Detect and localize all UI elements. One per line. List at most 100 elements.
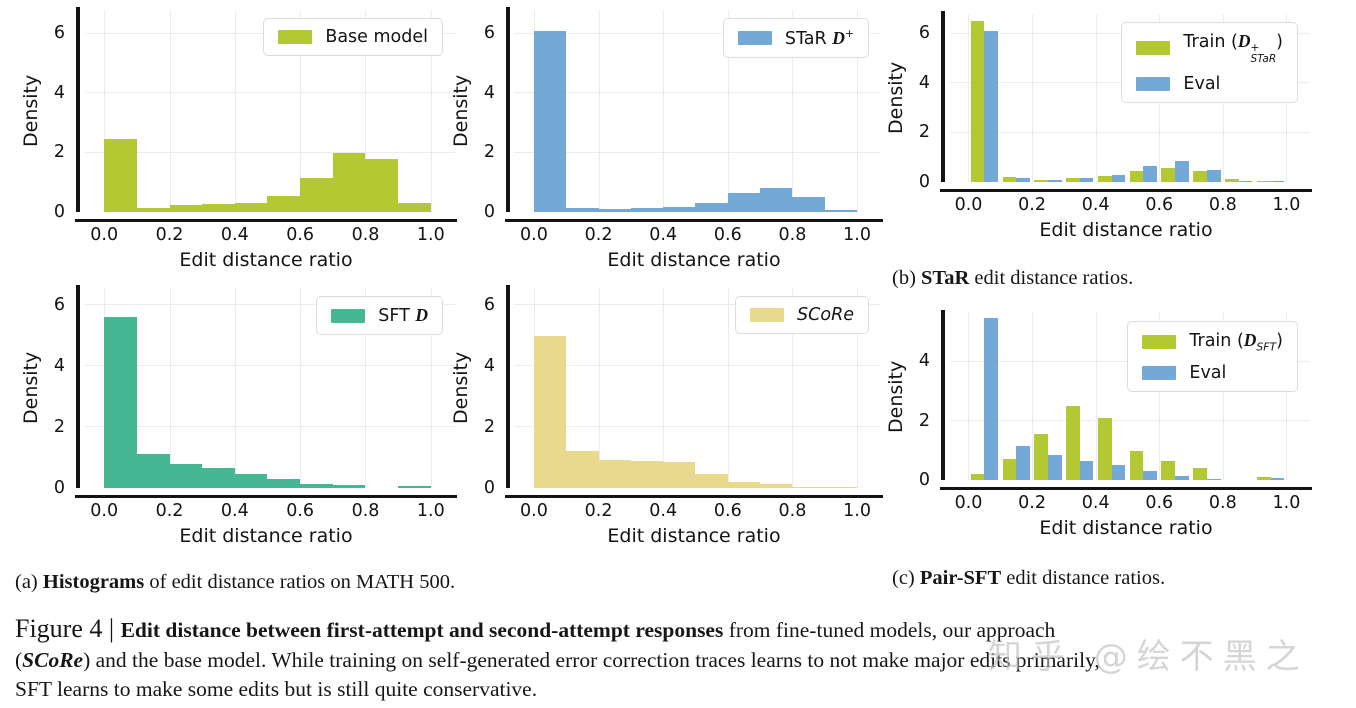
gridline-vertical	[1095, 313, 1097, 480]
legend-entry: Eval	[1136, 74, 1283, 94]
gridline-vertical	[968, 313, 970, 480]
hist-bin	[1064, 313, 1096, 480]
y-axis-spine	[941, 11, 945, 182]
y-tick-label: 6	[483, 23, 495, 44]
gridline-vertical	[430, 10, 432, 212]
hist-bar-eval	[1206, 169, 1221, 182]
y-tick-label: 0	[53, 201, 65, 222]
hist-bar-score	[533, 335, 567, 488]
hist-bar-train-sft	[1193, 468, 1207, 480]
y-tick-label: 6	[53, 294, 65, 315]
hist-bar-train-star	[1225, 179, 1239, 182]
hist-bin	[792, 10, 825, 212]
hist-bin	[533, 288, 567, 488]
y-tick-label: 6	[53, 23, 65, 44]
hist-bar-eval	[1111, 174, 1126, 182]
gridline-horizontal	[949, 420, 1310, 421]
hist-bar-eval	[1047, 454, 1062, 480]
hist-bin	[1032, 14, 1064, 182]
x-tick-label: 1.0	[1272, 195, 1301, 215]
legend-label: STaR D+	[785, 27, 854, 49]
hist-bin	[663, 288, 696, 488]
gridline-vertical	[234, 10, 236, 212]
legend-swatch	[1142, 365, 1177, 380]
x-tick-label: 0.0	[954, 195, 983, 215]
legend-label: Train (D + STaR)	[1183, 31, 1283, 65]
hist-bar-star-d-	[695, 203, 728, 212]
chart-base-model: Density Edit distance ratio 0 2 4 6 0.0 0.2 0.…	[20, 7, 457, 271]
hist-bin	[332, 288, 366, 488]
math-supsub: + STaR	[1250, 41, 1277, 65]
x-tick-label: 0.0	[90, 501, 119, 521]
legend-label: SCoRe	[797, 305, 854, 325]
bars-container	[104, 10, 431, 212]
figure-caption-line: SFT learns to make some edits but is sti…	[15, 675, 1350, 705]
y-tick-label: 2	[53, 416, 65, 437]
text-segment: Histograms	[42, 571, 145, 593]
y-tick-label: 4	[918, 351, 930, 372]
hist-bar-score	[630, 461, 664, 488]
hist-bin	[1096, 14, 1128, 182]
hist-bar-base-model	[202, 203, 235, 212]
x-tick-label: 0.4	[220, 225, 249, 245]
text-segment: SFT	[1256, 340, 1277, 354]
x-tick-label: 0.0	[520, 501, 548, 521]
hist-bin	[365, 10, 399, 212]
x-tick-label: 0.6	[1145, 195, 1174, 215]
gridline-horizontal	[514, 365, 881, 367]
gridline-horizontal	[84, 92, 455, 94]
y-tick-label: 4	[483, 355, 495, 376]
hist-bin	[300, 288, 333, 488]
chart-sft-d: Density Edit distance ratio 0 2 4 6 0.0 0.2 0.…	[20, 285, 457, 547]
y-axis-label: Density	[885, 61, 907, 135]
bars-container	[104, 288, 431, 488]
gridline-vertical	[968, 14, 970, 182]
hist-bar-train-star	[1066, 178, 1080, 182]
y-axis-spine	[941, 310, 945, 480]
gridline-vertical	[169, 10, 171, 212]
hist-bin	[1000, 313, 1032, 480]
x-axis-label: Edit distance ratio	[1039, 219, 1213, 241]
gridline-vertical	[857, 288, 859, 488]
hist-bar-eval	[1016, 446, 1030, 480]
hist-bin	[202, 288, 235, 488]
x-axis-label: Edit distance ratio	[607, 525, 781, 547]
gridline-vertical	[792, 10, 794, 212]
hist-bar-base-model	[332, 152, 366, 212]
legend-entry: SCoRe	[750, 305, 854, 325]
text-segment: Eval	[1189, 362, 1227, 383]
y-tick-label: 2	[918, 410, 930, 431]
hist-bar-sft-d	[300, 484, 333, 488]
x-axis-spine	[940, 188, 1312, 192]
y-tick-label: 6	[483, 294, 495, 315]
gridline-vertical	[1032, 313, 1034, 480]
legend-swatch	[750, 308, 785, 322]
hist-bin	[267, 10, 301, 212]
plot-area	[77, 10, 455, 212]
text-segment: STaR	[784, 28, 833, 49]
hist-bin	[695, 288, 728, 488]
hist-bar-train-sft	[1034, 434, 1048, 480]
gridline-horizontal	[514, 151, 881, 153]
y-tick-label: 4	[53, 82, 65, 103]
legend-entry: Eval	[1142, 363, 1283, 383]
x-tick-label: 0.6	[713, 225, 742, 245]
hist-bar-eval	[1079, 178, 1094, 182]
text-segment: SFT learns to make some edits but is sti…	[15, 677, 538, 701]
hist-bar-sft-d	[104, 317, 137, 488]
gridline-horizontal	[514, 32, 881, 34]
gridline-horizontal	[514, 426, 881, 428]
gridline-vertical	[430, 288, 432, 488]
gridline-vertical	[365, 10, 367, 212]
legend-entry: Base model	[278, 27, 428, 47]
hist-bin	[566, 288, 599, 488]
y-tick-label: 4	[918, 72, 930, 93]
x-tick-label: 0.4	[649, 225, 678, 245]
hist-bin	[1127, 313, 1159, 480]
hist-bar-score	[727, 481, 761, 488]
hist-bin	[104, 10, 137, 212]
x-axis-spine	[75, 494, 457, 498]
plot-area	[507, 10, 881, 212]
hist-bar-eval	[1175, 161, 1189, 182]
hist-bar-eval	[1111, 465, 1126, 480]
